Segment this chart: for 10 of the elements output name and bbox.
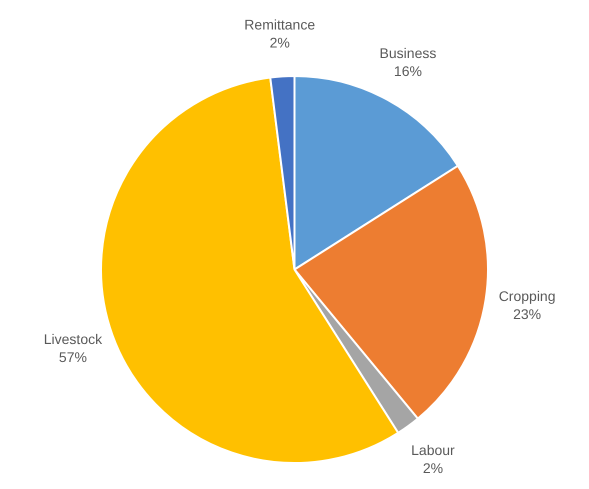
data-label: 16%: [394, 62, 422, 79]
data-label: 2%: [422, 460, 444, 476]
slice-label: Business: [380, 44, 436, 61]
slice-label: Livestock: [44, 331, 104, 348]
slice-label: Remittance: [244, 16, 316, 32]
data-label: 2%: [270, 34, 290, 50]
slice-label: Cropping: [498, 288, 556, 304]
data-label: 57%: [58, 349, 87, 366]
data-label: 23%: [513, 306, 542, 322]
slice-label: Labour: [411, 442, 456, 458]
